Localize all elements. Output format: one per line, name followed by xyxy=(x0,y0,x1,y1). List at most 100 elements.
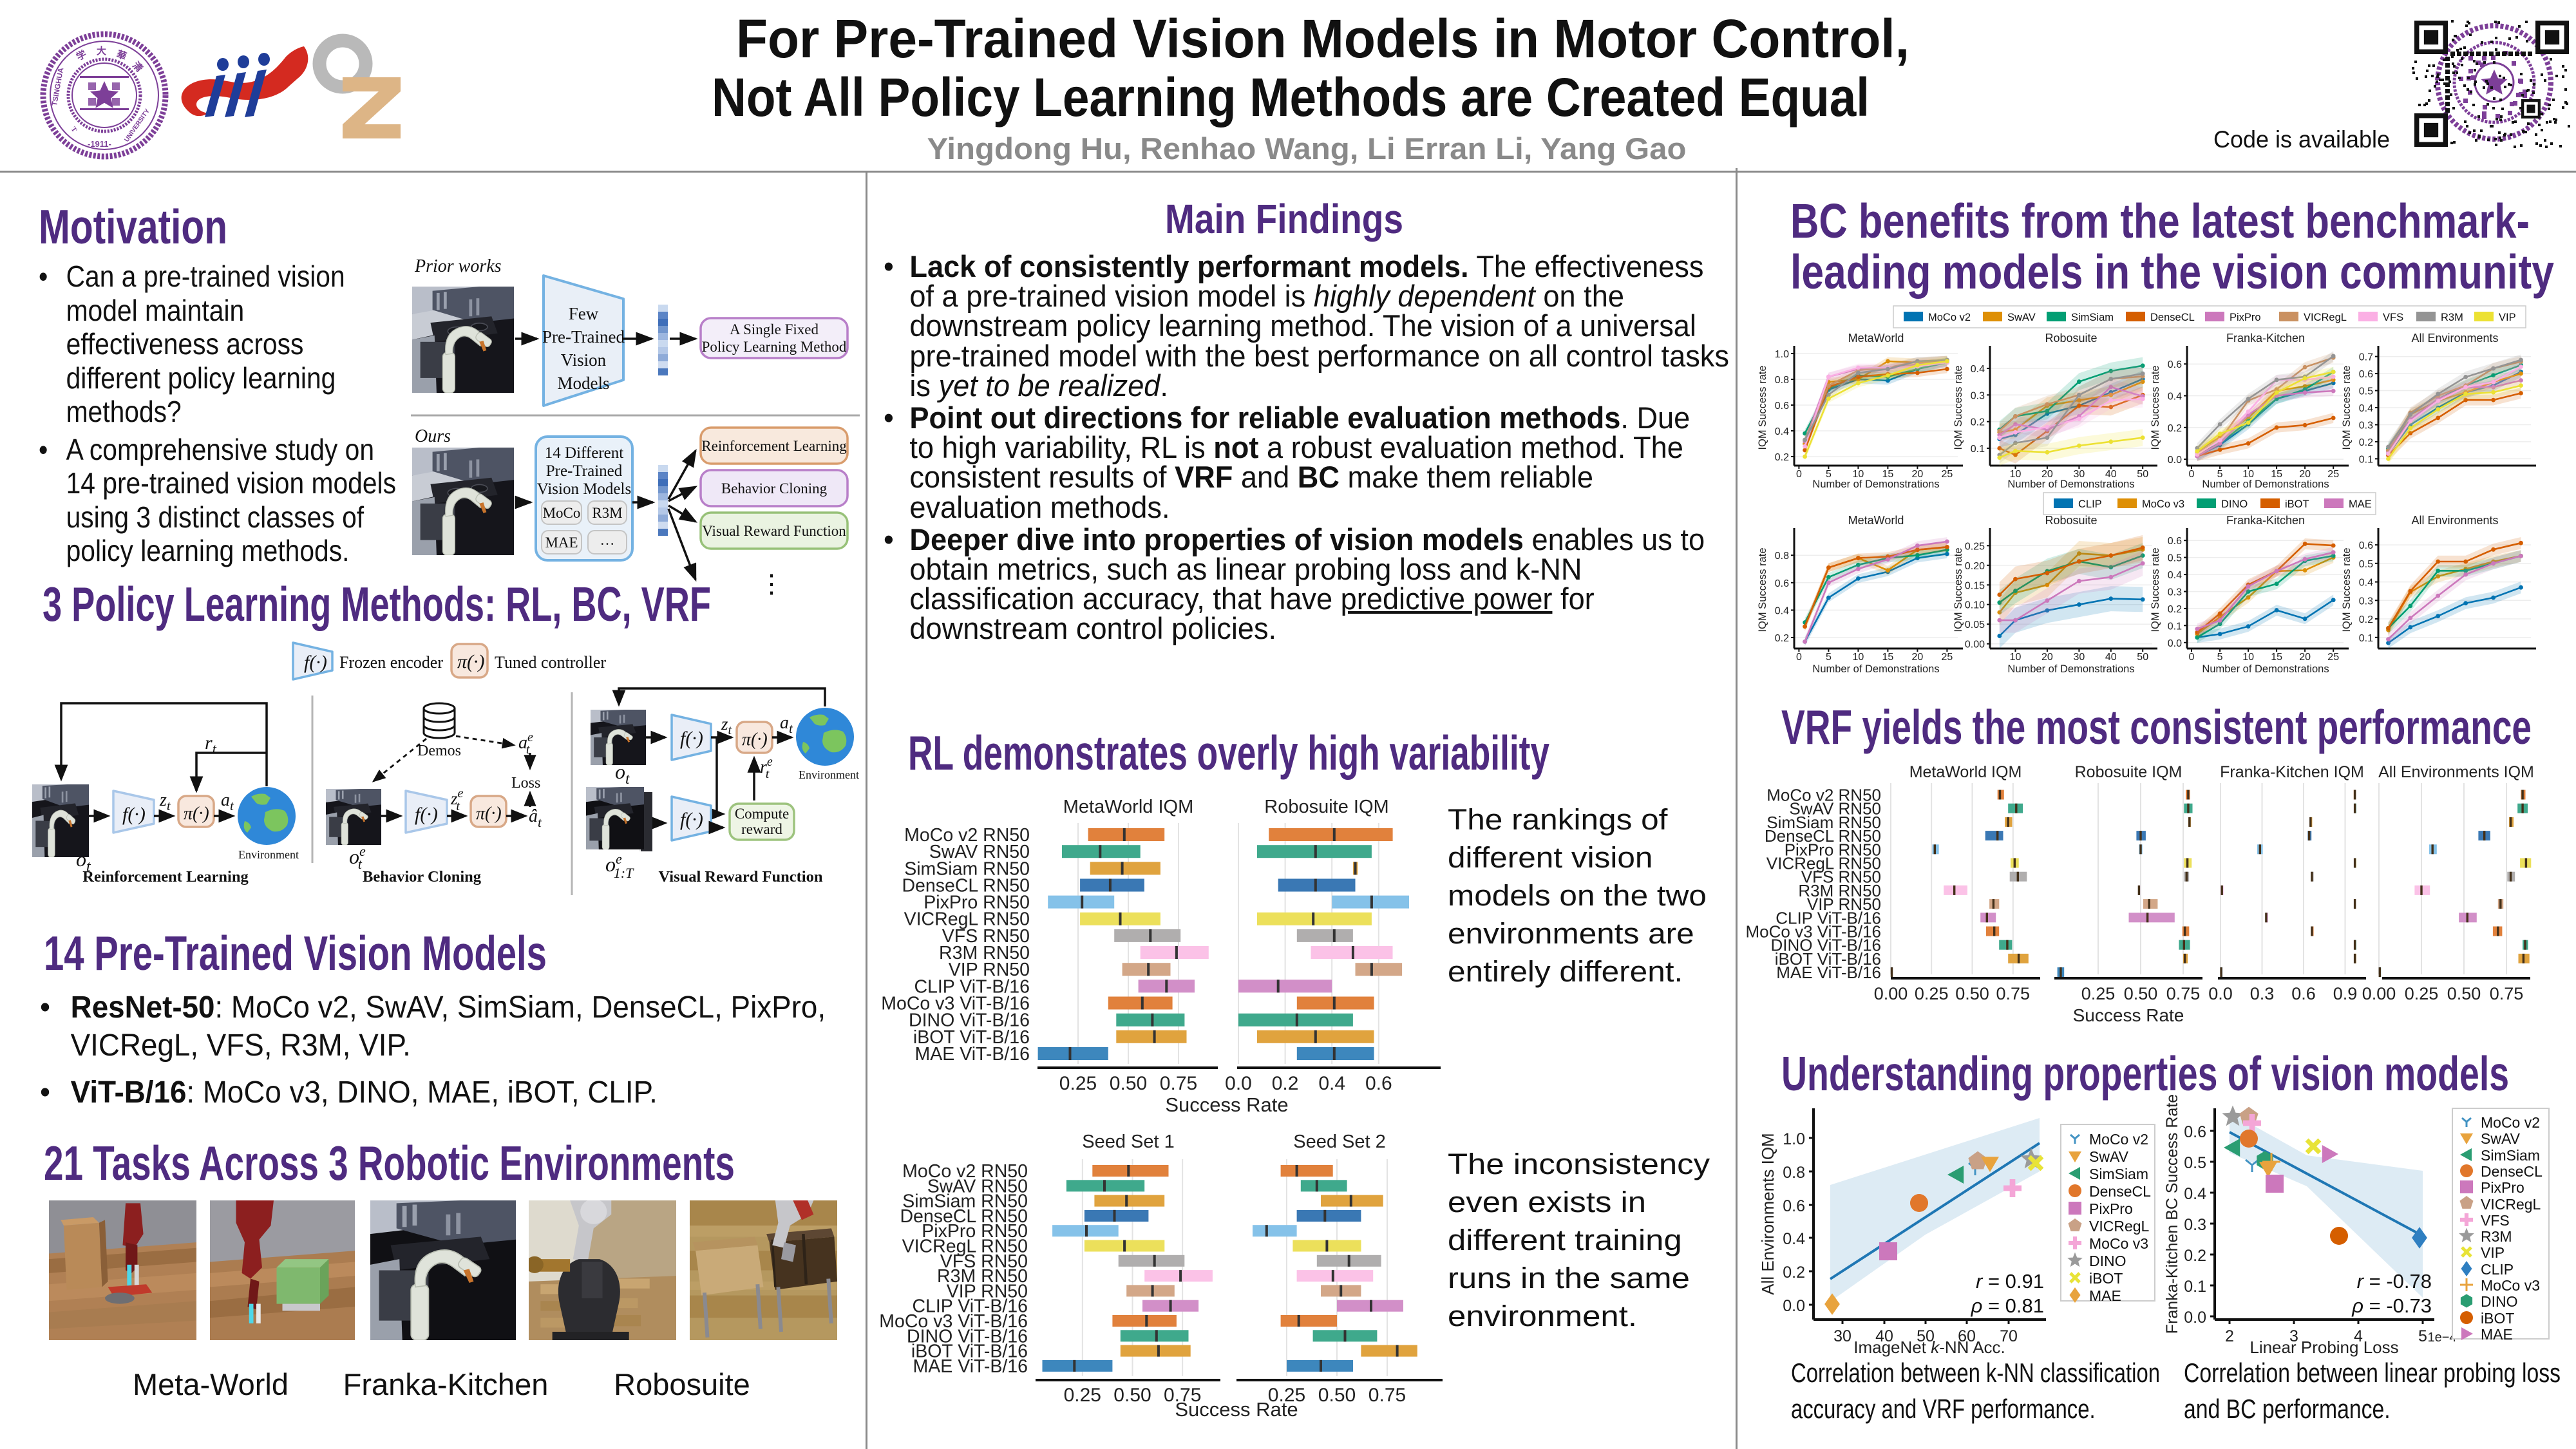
svg-text:0.00: 0.00 xyxy=(2362,984,2396,1003)
svg-text:Behavior Cloning: Behavior Cloning xyxy=(721,480,828,497)
svg-text:iBOT: iBOT xyxy=(2089,1270,2123,1287)
svg-text:Prior works: Prior works xyxy=(414,258,502,276)
svg-text:10: 10 xyxy=(1853,652,1864,663)
svg-text:70: 70 xyxy=(2000,1327,2018,1345)
svg-text:SwAV RN50: SwAV RN50 xyxy=(1789,799,1881,819)
svg-text:0.2: 0.2 xyxy=(1775,633,1789,644)
svg-text:MAE ViT-B/16: MAE ViT-B/16 xyxy=(913,1356,1028,1377)
svg-text:ât: ât xyxy=(529,806,542,830)
svg-text:MAE ViT-B/16: MAE ViT-B/16 xyxy=(1776,963,1881,982)
svg-text:Robosuite: Robosuite xyxy=(2045,514,2097,527)
svg-text:25: 25 xyxy=(1942,469,1953,480)
svg-text:0.0: 0.0 xyxy=(1225,1073,1252,1094)
svg-text:0.2: 0.2 xyxy=(1783,1264,1805,1282)
svg-text:0.75: 0.75 xyxy=(1996,984,2031,1003)
svg-text:0.1: 0.1 xyxy=(2184,1278,2206,1296)
svg-text:0.4: 0.4 xyxy=(2359,403,2373,414)
svg-text:rt: rt xyxy=(205,732,217,757)
svg-text:0.0: 0.0 xyxy=(1783,1297,1805,1315)
svg-text:40: 40 xyxy=(1875,1327,1893,1345)
svg-text:10: 10 xyxy=(1853,469,1864,480)
svg-text:VICRegL: VICRegL xyxy=(2481,1196,2541,1213)
svg-text:…: … xyxy=(600,532,615,548)
svg-text:IQM Success rate: IQM Success rate xyxy=(1757,547,1768,632)
svg-text:IQM Success rate: IQM Success rate xyxy=(2341,365,2353,450)
svg-text:f(·): f(·) xyxy=(680,809,703,830)
svg-text:0.25: 0.25 xyxy=(1064,1385,1101,1406)
svg-text:MetaWorld: MetaWorld xyxy=(1848,514,1904,527)
svg-text:Robosuite: Robosuite xyxy=(2045,332,2097,345)
svg-text:zt: zt xyxy=(721,714,732,737)
svg-text:0: 0 xyxy=(2189,652,2195,663)
svg-text:Success Rate: Success Rate xyxy=(1165,1094,1288,1116)
svg-text:5: 5 xyxy=(2418,1327,2427,1345)
svg-text:DenseCL RN50: DenseCL RN50 xyxy=(1765,826,1881,846)
svg-text:14 Different: 14 Different xyxy=(545,444,623,462)
svg-text:DenseCL: DenseCL xyxy=(2150,312,2195,323)
svg-text:Franka-Kitchen: Franka-Kitchen xyxy=(2226,332,2305,345)
svg-text:Ours: Ours xyxy=(415,426,451,446)
svg-text:0.3: 0.3 xyxy=(2359,596,2373,607)
svg-text:大: 大 xyxy=(97,45,106,57)
svg-text:⋮: ⋮ xyxy=(759,569,784,598)
svg-text:R3M: R3M xyxy=(592,505,622,521)
svg-text:ret: re t xyxy=(760,755,773,781)
svg-text:25: 25 xyxy=(2327,652,2339,663)
svg-text:0.25: 0.25 xyxy=(1268,1385,1305,1406)
svg-text:0.6: 0.6 xyxy=(2359,540,2373,551)
svg-text:0.25: 0.25 xyxy=(1059,1073,1097,1094)
svg-text:f(·): f(·) xyxy=(415,804,438,825)
svg-text:at: at xyxy=(221,790,234,813)
svg-text:0.8: 0.8 xyxy=(1775,551,1789,562)
svg-text:SwAV: SwAV xyxy=(2007,312,2036,323)
svg-text:1.0: 1.0 xyxy=(1783,1130,1805,1148)
svg-text:0.50: 0.50 xyxy=(1113,1385,1151,1406)
svg-text:0.50: 0.50 xyxy=(2447,984,2481,1003)
svg-text:Visual Reward Function: Visual Reward Function xyxy=(702,523,846,539)
svg-text:SwAV RN50: SwAV RN50 xyxy=(929,842,1030,862)
svg-text:1.0: 1.0 xyxy=(1775,349,1789,360)
svg-text:0.9: 0.9 xyxy=(2333,984,2358,1003)
svg-text:0.2: 0.2 xyxy=(1971,417,1985,428)
svg-text:0.4: 0.4 xyxy=(2168,392,2182,402)
svg-text:Franka-Kitchen IQM: Franka-Kitchen IQM xyxy=(2220,763,2364,781)
svg-text:Reinforcement Learning: Reinforcement Learning xyxy=(82,868,249,886)
svg-text:f(·): f(·) xyxy=(304,652,327,673)
svg-text:Environment: Environment xyxy=(238,848,299,861)
svg-text:30: 30 xyxy=(2074,469,2085,480)
svg-text:5: 5 xyxy=(2217,652,2223,663)
svg-text:MoCo v3 ViT-B/16: MoCo v3 ViT-B/16 xyxy=(1745,922,1881,942)
svg-text:CLIP: CLIP xyxy=(2078,498,2102,510)
svg-text:SwAV: SwAV xyxy=(2089,1148,2129,1165)
svg-text:f(·): f(·) xyxy=(680,728,703,749)
svg-text:Number of Demonstrations: Number of Demonstrations xyxy=(2007,663,2134,675)
svg-text:Franka-Kitchen: Franka-Kitchen xyxy=(2226,514,2305,527)
svg-text:MoCo v2: MoCo v2 xyxy=(1928,312,1971,323)
svg-text:zt: zt xyxy=(159,790,171,813)
svg-text:VICRegL RN50: VICRegL RN50 xyxy=(904,909,1030,930)
svg-text:IQM Success rate: IQM Success rate xyxy=(1953,365,1964,450)
svg-text:0.75: 0.75 xyxy=(2490,984,2524,1003)
svg-text:DenseCL RN50: DenseCL RN50 xyxy=(902,875,1030,896)
svg-text:r = 0.91: r = 0.91 xyxy=(1976,1270,2044,1293)
svg-text:Reinforcement Learning: Reinforcement Learning xyxy=(701,438,847,454)
svg-text:0.4: 0.4 xyxy=(1775,605,1789,616)
svg-text:0.5: 0.5 xyxy=(2168,553,2182,564)
svg-text:PixPro: PixPro xyxy=(2089,1200,2133,1217)
svg-text:0.3: 0.3 xyxy=(2250,984,2275,1003)
svg-text:0.6: 0.6 xyxy=(2291,984,2316,1003)
svg-text:R3M RN50: R3M RN50 xyxy=(939,943,1030,963)
svg-text:Loss: Loss xyxy=(511,775,540,791)
svg-text:15: 15 xyxy=(2271,652,2282,663)
svg-text:Robosuite IQM: Robosuite IQM xyxy=(2075,763,2183,781)
svg-text:0.4: 0.4 xyxy=(1318,1073,1345,1094)
svg-text:Number of Demonstrations: Number of Demonstrations xyxy=(2007,478,2134,490)
svg-text:0.05: 0.05 xyxy=(1965,620,1985,630)
svg-text:0.25: 0.25 xyxy=(2081,984,2116,1003)
svg-text:iBOT: iBOT xyxy=(2481,1310,2514,1327)
svg-text:0.2: 0.2 xyxy=(2359,614,2373,625)
svg-text:MAE: MAE xyxy=(545,535,578,551)
svg-text:15: 15 xyxy=(1882,652,1894,663)
svg-text:0.4: 0.4 xyxy=(1775,426,1789,437)
svg-text:MoCo v2: MoCo v2 xyxy=(2089,1131,2148,1148)
